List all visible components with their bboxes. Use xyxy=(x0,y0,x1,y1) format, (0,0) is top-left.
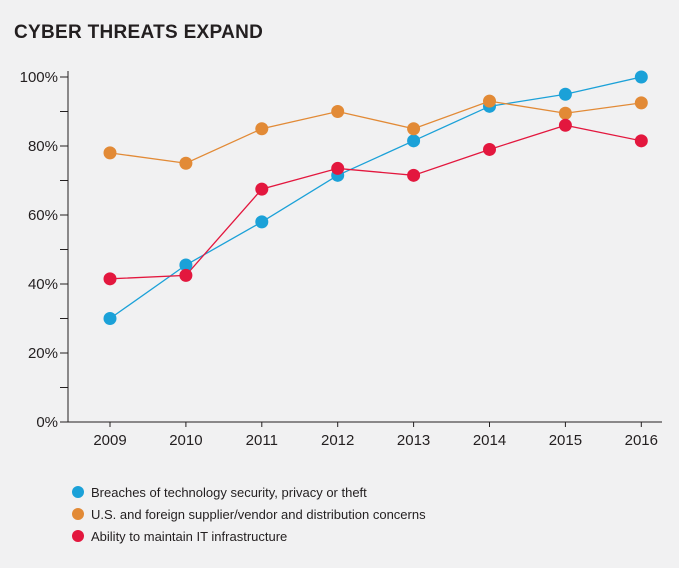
data-point-series-0 xyxy=(634,70,648,84)
data-point-series-0 xyxy=(179,258,193,272)
legend-item-it-infrastructure: Ability to maintain IT infrastructure xyxy=(72,525,426,547)
data-point-series-2 xyxy=(331,161,345,175)
x-tick-label: 2015 xyxy=(549,432,582,449)
legend-marker-supplier xyxy=(72,508,84,520)
y-tick-label: 60% xyxy=(28,207,58,224)
series-points xyxy=(103,70,648,325)
data-point-series-1 xyxy=(103,146,117,160)
legend-marker-breaches xyxy=(72,486,84,498)
data-point-series-2 xyxy=(255,182,269,196)
data-point-series-1 xyxy=(483,94,496,108)
x-tick-label: 2012 xyxy=(321,432,354,449)
data-point-series-1 xyxy=(634,96,648,110)
y-tick-label: 80% xyxy=(28,138,58,155)
x-tick-label: 2014 xyxy=(473,432,506,449)
legend-item-breaches: Breaches of technology security, privacy… xyxy=(72,481,426,503)
data-point-series-2 xyxy=(558,118,572,132)
legend-label-it-infrastructure: Ability to maintain IT infrastructure xyxy=(91,528,288,544)
data-point-series-1 xyxy=(331,105,345,118)
legend-marker-it-infrastructure xyxy=(72,530,84,542)
data-point-series-1 xyxy=(255,122,269,136)
data-point-series-2 xyxy=(179,268,193,282)
data-point-series-0 xyxy=(255,215,269,229)
series-line-2 xyxy=(109,124,642,280)
data-point-series-2 xyxy=(407,168,421,182)
series-lines xyxy=(109,76,642,320)
legend-label-breaches: Breaches of technology security, privacy… xyxy=(91,484,367,500)
chart-title: CYBER THREATS EXPAND xyxy=(14,22,264,43)
data-point-series-2 xyxy=(634,134,648,148)
line-chart: 0% 20% 40% 60% 80% 100% 2009 2010 2011 2012 2013 20… xyxy=(20,69,662,449)
data-point-series-1 xyxy=(558,106,572,120)
data-point-series-0 xyxy=(558,87,572,101)
legend-label-supplier: U.S. and foreign supplier/vendor and dis… xyxy=(91,506,426,522)
legend: Breaches of technology security, privacy… xyxy=(72,481,426,547)
data-point-series-2 xyxy=(483,142,496,156)
x-tick-label: 2010 xyxy=(169,432,202,449)
y-tick-label: 40% xyxy=(28,276,58,293)
legend-item-supplier: U.S. and foreign supplier/vendor and dis… xyxy=(72,503,426,525)
x-tick-label: 2009 xyxy=(93,432,126,449)
data-point-series-0 xyxy=(407,134,421,148)
data-point-series-2 xyxy=(103,272,117,286)
x-tick-label: 2016 xyxy=(625,432,658,449)
y-tick-label: 20% xyxy=(28,345,58,362)
data-point-series-1 xyxy=(407,122,421,136)
x-tick-label: 2011 xyxy=(246,432,278,449)
x-tick-label: 2013 xyxy=(397,432,430,449)
data-point-series-0 xyxy=(103,312,117,325)
y-tick-label: 0% xyxy=(36,414,58,431)
y-tick-label: 100% xyxy=(20,69,58,86)
series-line-0 xyxy=(109,76,642,320)
data-point-series-1 xyxy=(179,156,193,170)
series-line-1 xyxy=(109,100,642,164)
axes: 0% 20% 40% 60% 80% 100% 2009 2010 2011 2012 2013 20… xyxy=(20,69,662,449)
